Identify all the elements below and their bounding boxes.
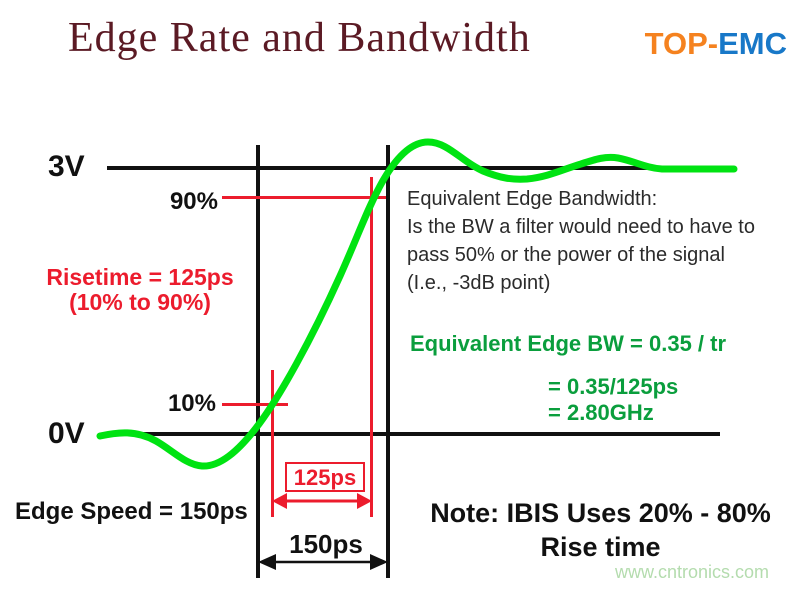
bw-desc-line3: pass 50% or the power of the signal bbox=[407, 244, 725, 266]
label-90-percent: 90% bbox=[169, 188, 218, 215]
10-percent-line bbox=[222, 403, 288, 406]
arrow-right-icon bbox=[357, 493, 372, 509]
90-percent-line bbox=[222, 196, 386, 199]
90-percent-crossing-marker bbox=[370, 177, 373, 517]
logo-emc-text: EMC bbox=[718, 26, 787, 61]
ibis-note: Note: IBIS Uses 20% - 80% Rise time bbox=[398, 496, 803, 564]
edge-end-marker-line bbox=[386, 145, 390, 578]
bw-desc-line2: Is the BW a filter would need to have to bbox=[407, 216, 755, 238]
bw-calculation: = 0.35/125ps = 2.80GHz bbox=[548, 374, 678, 426]
bw-desc-line1: Equivalent Edge Bandwidth: bbox=[407, 188, 658, 210]
edge-speed-label: Edge Speed = 150ps bbox=[15, 498, 248, 525]
bandwidth-description: Equivalent Edge Bandwidth: Is the BW a f… bbox=[407, 185, 803, 297]
dim-label-150ps: 150ps bbox=[289, 529, 363, 559]
bw-calc-line1: = 0.35/125ps bbox=[548, 374, 679, 399]
arrow-right-icon bbox=[370, 554, 388, 570]
slide-title: Edge Rate and Bandwidth bbox=[68, 15, 531, 61]
logo-dash: - bbox=[707, 26, 719, 61]
bw-desc-line4: (I.e., -3dB point) bbox=[407, 272, 551, 294]
label-3v: 3V bbox=[48, 150, 85, 183]
bw-calc-line2: = 2.80GHz bbox=[548, 400, 654, 425]
top-emc-logo: TOP-EMC bbox=[645, 26, 787, 62]
logo-top-text: TOP bbox=[644, 26, 708, 61]
risetime-annotation: Risetime = 125ps (10% to 90%) bbox=[28, 265, 252, 315]
3v-level-line bbox=[107, 166, 650, 170]
risetime-line2: (10% to 90%) bbox=[69, 289, 211, 315]
dim-arrow-150ps bbox=[258, 554, 388, 570]
risetime-line1: Risetime = 125ps bbox=[46, 264, 234, 290]
note-line1: Note: IBIS Uses 20% - 80% bbox=[430, 498, 771, 528]
signal-waveform-curve bbox=[96, 138, 738, 470]
note-line2: Rise time bbox=[540, 532, 661, 562]
edge-start-marker-line bbox=[256, 145, 260, 578]
dim-arrow-125ps bbox=[272, 493, 372, 509]
10-percent-crossing-marker bbox=[271, 370, 274, 517]
0v-baseline bbox=[132, 432, 720, 436]
label-10-percent: 10% bbox=[167, 390, 216, 417]
arrow-left-icon bbox=[272, 493, 287, 509]
arrow-left-icon bbox=[258, 554, 276, 570]
bw-formula: Equivalent Edge BW = 0.35 / tr bbox=[410, 331, 727, 356]
watermark: www.cntronics.com bbox=[615, 562, 770, 582]
label-0v: 0V bbox=[48, 417, 85, 450]
dim-label-125ps: 125ps bbox=[285, 462, 365, 492]
